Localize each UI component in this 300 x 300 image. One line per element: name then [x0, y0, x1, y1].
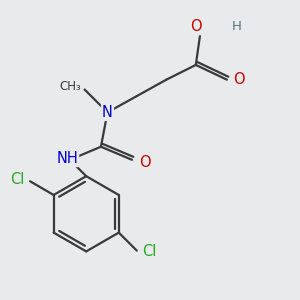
Text: N: N [102, 105, 113, 120]
Text: O: O [139, 155, 151, 170]
Text: H: H [232, 20, 242, 33]
Text: Cl: Cl [11, 172, 25, 188]
Text: Cl: Cl [142, 244, 156, 260]
Text: CH₃: CH₃ [59, 80, 81, 93]
Text: O: O [233, 72, 245, 87]
Text: O: O [190, 19, 202, 34]
Text: NH: NH [56, 151, 78, 166]
